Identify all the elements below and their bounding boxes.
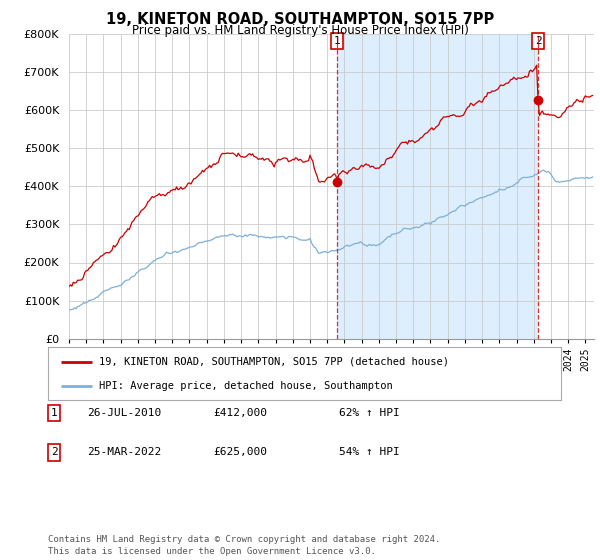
Text: 1: 1 [334,36,340,46]
Text: 19, KINETON ROAD, SOUTHAMPTON, SO15 7PP (detached house): 19, KINETON ROAD, SOUTHAMPTON, SO15 7PP … [100,357,449,367]
Text: Price paid vs. HM Land Registry's House Price Index (HPI): Price paid vs. HM Land Registry's House … [131,24,469,37]
Text: 54% ↑ HPI: 54% ↑ HPI [339,447,400,458]
Text: 1: 1 [50,408,58,418]
Bar [337,34,538,339]
Text: 2: 2 [535,36,541,46]
Text: 19, KINETON ROAD, SOUTHAMPTON, SO15 7PP: 19, KINETON ROAD, SOUTHAMPTON, SO15 7PP [106,12,494,27]
Text: 25-MAR-2022: 25-MAR-2022 [87,447,161,458]
Text: £625,000: £625,000 [213,447,267,458]
Text: £412,000: £412,000 [213,408,267,418]
Text: HPI: Average price, detached house, Southampton: HPI: Average price, detached house, Sout… [100,381,393,391]
Text: 26-JUL-2010: 26-JUL-2010 [87,408,161,418]
Text: 2: 2 [50,447,58,458]
Text: 62% ↑ HPI: 62% ↑ HPI [339,408,400,418]
Text: Contains HM Land Registry data © Crown copyright and database right 2024.
This d: Contains HM Land Registry data © Crown c… [48,535,440,556]
